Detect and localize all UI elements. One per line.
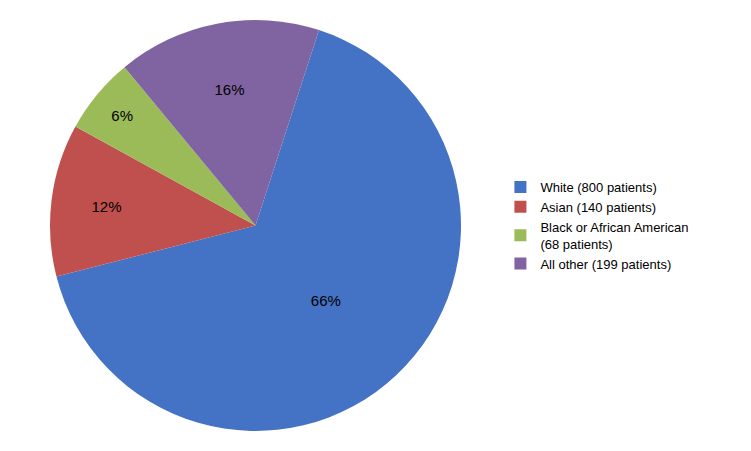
svg-text:66%: 66%: [311, 292, 341, 309]
svg-text:All other (199 patients): All other (199 patients): [540, 257, 671, 272]
svg-text:6%: 6%: [111, 107, 133, 124]
svg-text:White (800 patients): White (800 patients): [540, 180, 656, 195]
svg-text:Black or African American(68 p: Black or African American(68 patients): [540, 220, 688, 252]
svg-text:12%: 12%: [91, 198, 121, 215]
svg-text:16%: 16%: [214, 81, 244, 98]
svg-text:Asian (140 patients): Asian (140 patients): [540, 200, 656, 215]
